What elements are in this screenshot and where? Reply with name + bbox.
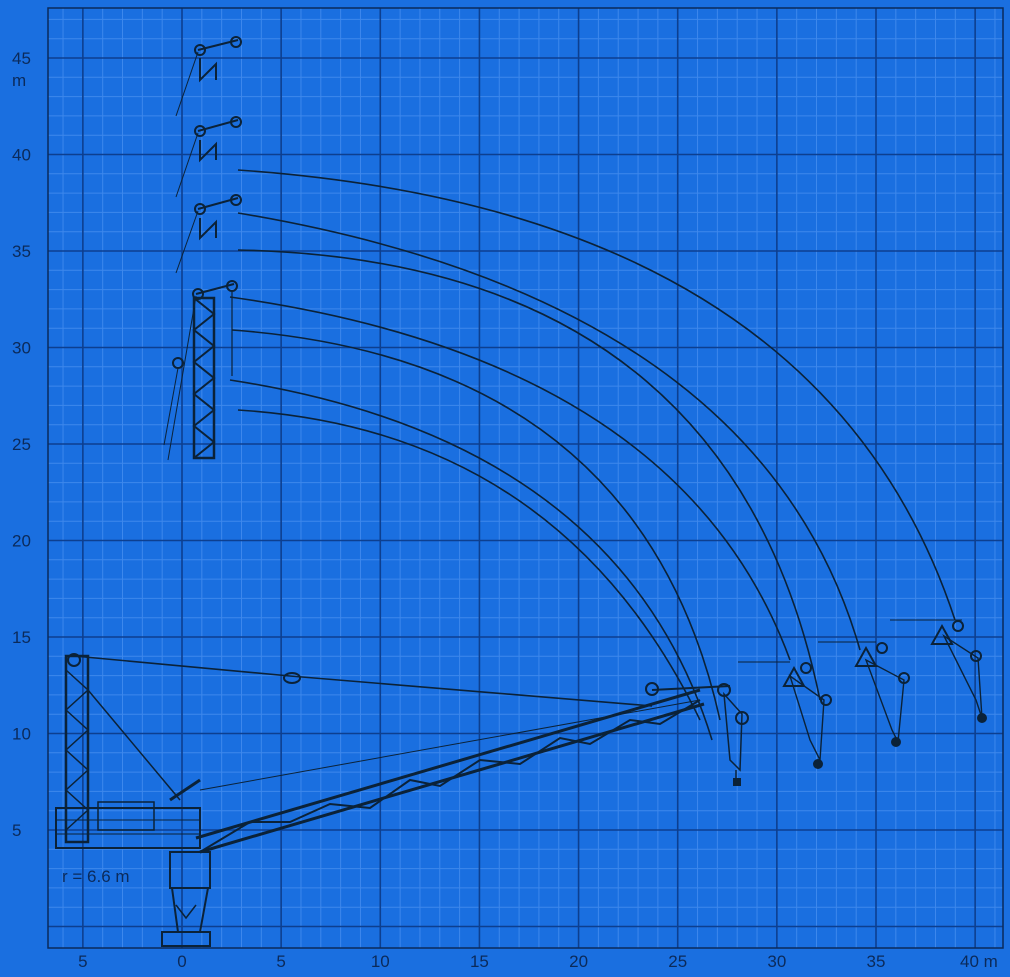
jib-vertical: [163, 280, 238, 461]
jib-end-30: [738, 661, 832, 769]
y-tick-label: 10: [12, 725, 31, 744]
y-tick-label: 25: [12, 435, 31, 454]
jib-head-45: [175, 36, 242, 117]
jib-head-40: [175, 116, 242, 198]
y-tick-label: 35: [12, 242, 31, 261]
jib-heads-upper: [163, 36, 242, 461]
grid-minor: [48, 8, 1003, 948]
y-tick-label: 30: [12, 339, 31, 358]
arc-38: [237, 169, 956, 621]
arc-26: [237, 409, 701, 721]
x-tick-label: 0: [177, 952, 186, 971]
x-axis-ticks: 5 0 5 10 15 20 25 30 35: [78, 952, 885, 971]
jib-end-38: [890, 619, 987, 723]
arc-34: [237, 249, 821, 701]
x-tick-label: 15: [470, 952, 489, 971]
y-tick-label: 45: [12, 49, 31, 68]
y-tick-label: 20: [12, 532, 31, 551]
x-tick-label: 5: [78, 952, 87, 971]
y-tick-label: 5: [12, 821, 21, 840]
jib-head-36: [175, 194, 242, 274]
x-tick-label: 10: [371, 952, 390, 971]
x-tick-label: 35: [867, 952, 886, 971]
x-unit-label: 40 m: [960, 952, 998, 971]
x-tick-label: 5: [276, 952, 285, 971]
arc-30: [231, 329, 721, 721]
y-tick-label: 40: [12, 146, 31, 165]
jib-ends-right: [738, 619, 987, 769]
luffing-arcs: [229, 169, 956, 741]
tail-radius-label: r = 6.6 m: [62, 867, 130, 886]
crane-base: [55, 653, 701, 947]
y-axis-ticks: 45 40 35 30 25 20 15 10 5: [12, 49, 31, 840]
x-tick-label: 20: [569, 952, 588, 971]
arc-32: [229, 296, 791, 661]
x-tick-label: 25: [668, 952, 687, 971]
x-tick-label: 30: [767, 952, 786, 971]
jib-end-34: [818, 641, 910, 747]
arc-36: [237, 212, 861, 651]
arc-28: [229, 379, 713, 741]
grid-major: [48, 8, 1003, 948]
y-tick-label: 15: [12, 628, 31, 647]
plot-frame: [47, 7, 1004, 949]
y-unit-label: m: [12, 71, 26, 90]
